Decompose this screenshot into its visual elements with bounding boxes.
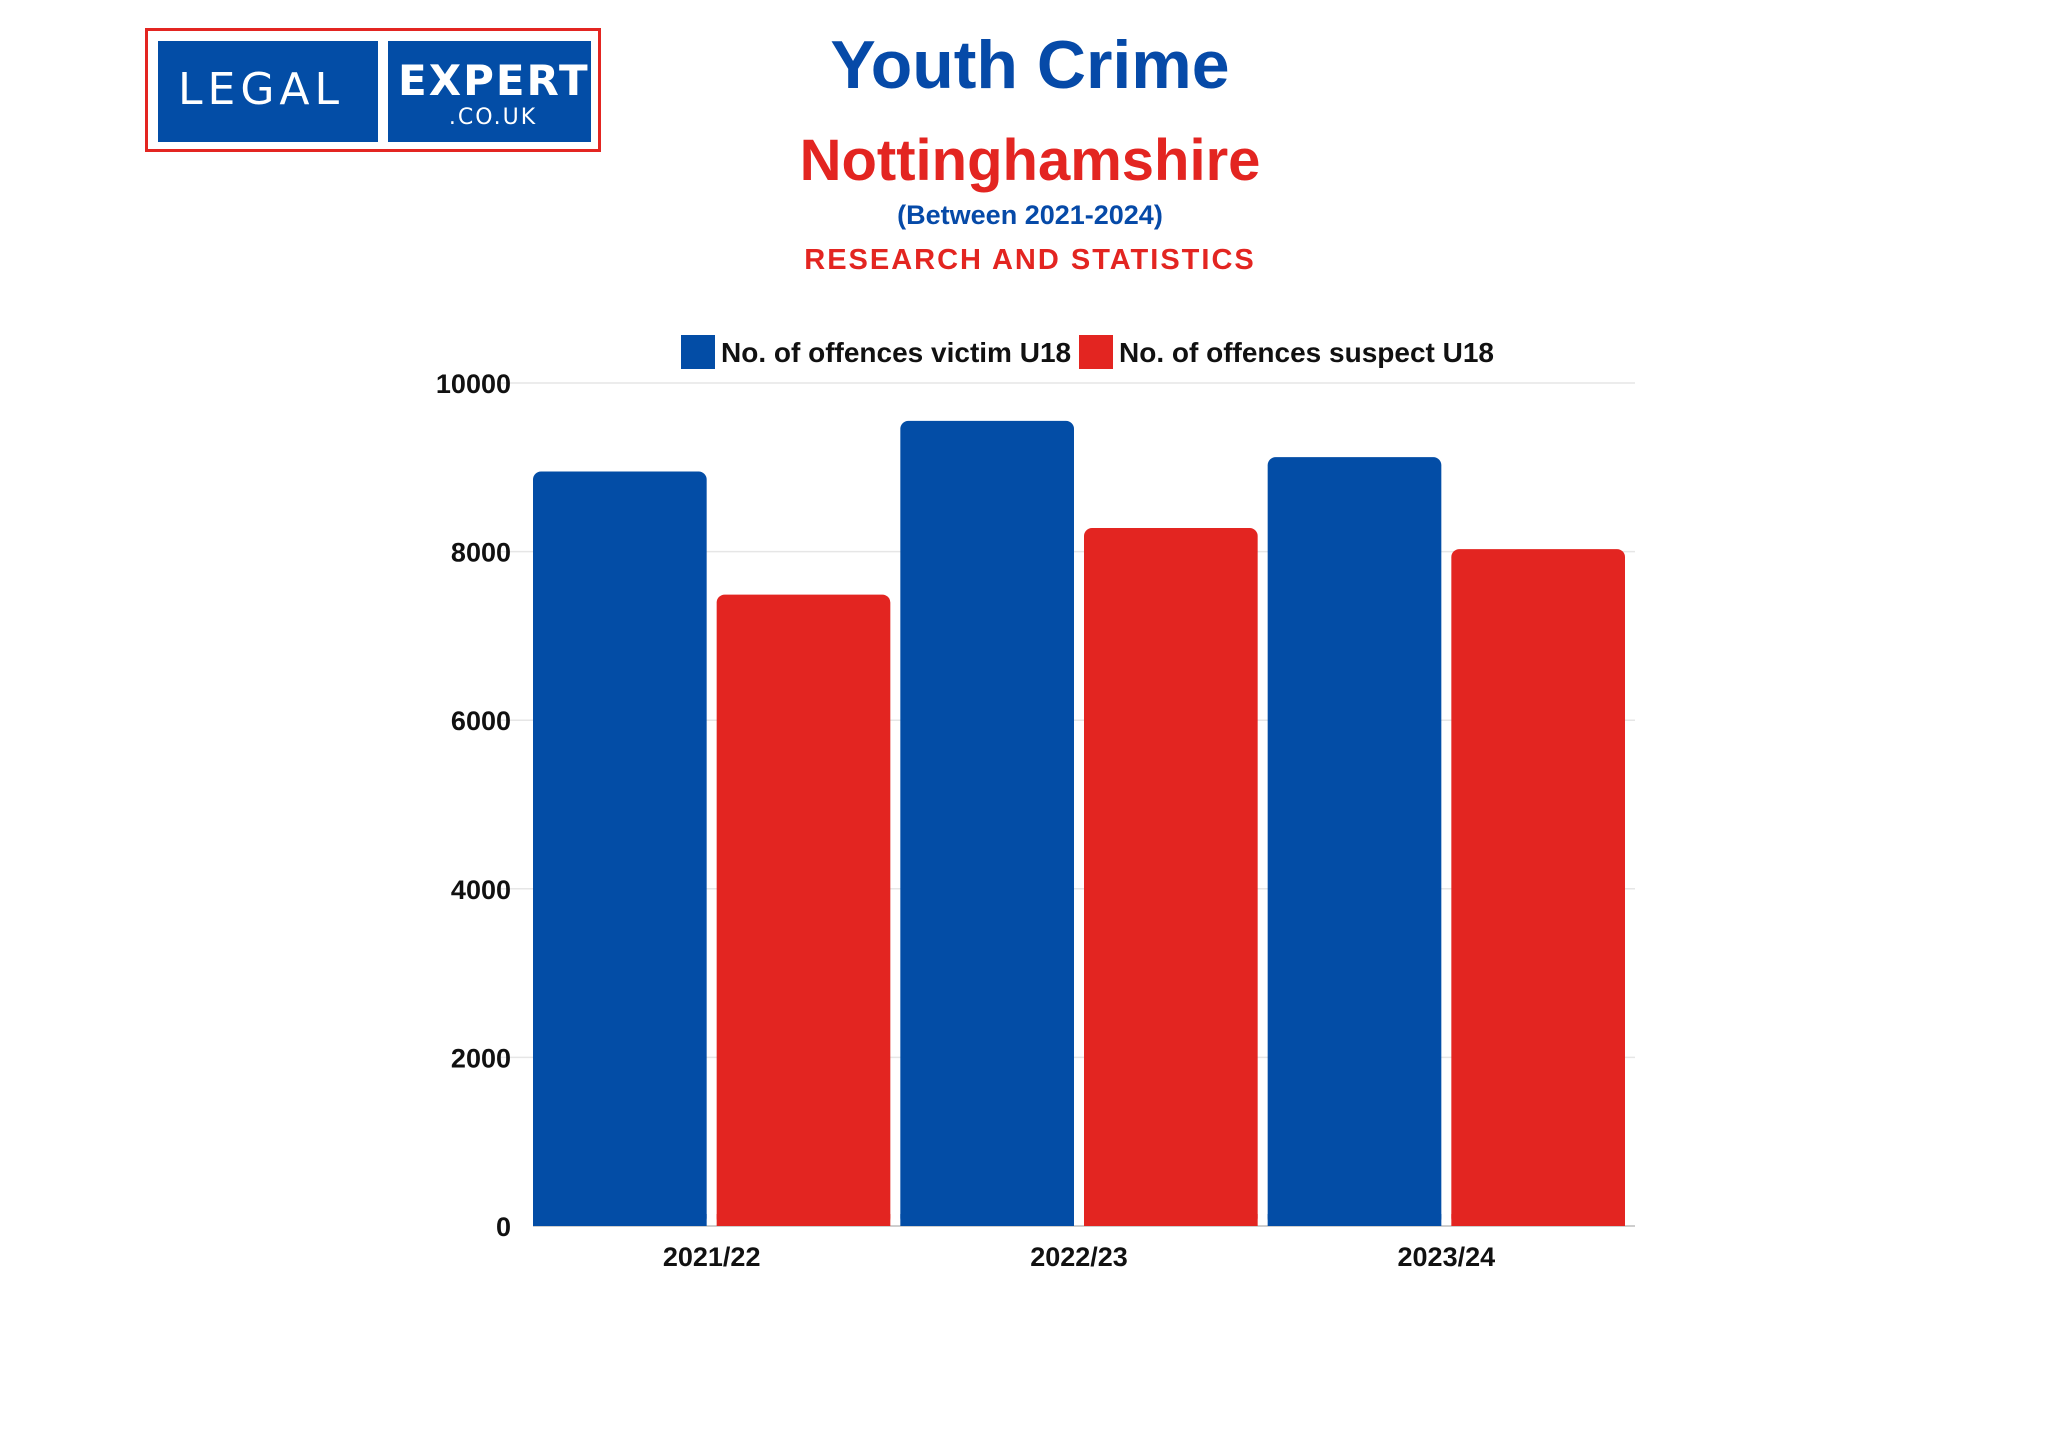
logo-text-expert: EXPERT	[398, 56, 590, 105]
bar-base	[716, 1214, 891, 1226]
y-tick-label: 10000	[436, 369, 511, 399]
legend-label: No. of offences suspect U18	[1119, 337, 1494, 368]
page-title: Youth Crime	[830, 27, 1230, 103]
bar	[1451, 549, 1625, 1226]
bar-base	[1451, 1214, 1625, 1226]
page-subtitle: Nottinghamshire	[799, 128, 1261, 193]
bar	[716, 594, 891, 1226]
bar-base	[1267, 1214, 1442, 1226]
logo-divider	[378, 41, 388, 142]
x-tick-label: 2023/24	[1398, 1242, 1496, 1272]
x-tick-label: 2022/23	[1030, 1242, 1128, 1272]
bar	[900, 420, 1074, 1226]
bar	[1267, 457, 1442, 1227]
y-tick-label: 6000	[451, 706, 511, 736]
logo-box: LEGAL EXPERT .CO.UK	[158, 41, 591, 142]
bar-base	[533, 1214, 707, 1226]
logo-text-domain: .CO.UK	[448, 105, 538, 130]
y-tick-label: 2000	[451, 1043, 511, 1073]
bar	[533, 471, 707, 1226]
period-label: (Between 2021-2024)	[897, 200, 1163, 230]
logo-text-legal: LEGAL	[178, 64, 345, 115]
tagline: RESEARCH AND STATISTICS	[804, 244, 1256, 276]
y-tick-label: 8000	[451, 538, 511, 568]
y-tick-label: 4000	[451, 875, 511, 905]
x-tick-label: 2021/22	[663, 1242, 761, 1272]
bar-base	[900, 1214, 1074, 1226]
y-tick-label: 0	[496, 1212, 511, 1242]
bar-base	[1084, 1214, 1258, 1226]
bar	[1084, 527, 1258, 1226]
legend-swatch	[681, 335, 715, 369]
legend-swatch	[1079, 335, 1113, 369]
legal-expert-logo: LEGAL EXPERT .CO.UK	[145, 28, 601, 152]
legend-label: No. of offences victim U18	[721, 337, 1071, 368]
